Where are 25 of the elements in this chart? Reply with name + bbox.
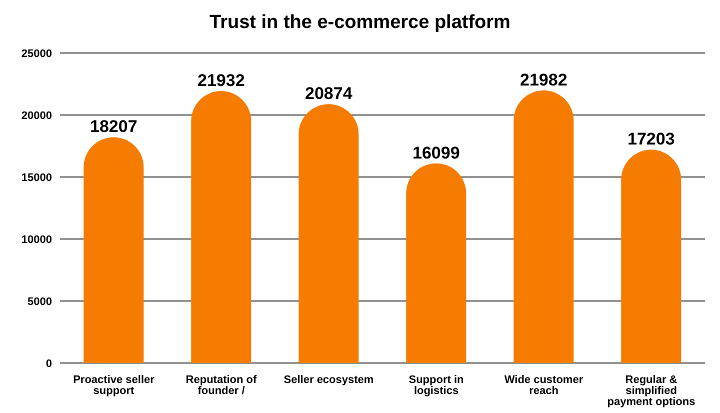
x-tick-label: Proactive seller support — [73, 374, 156, 397]
x-tick-label: Support in logistics — [408, 374, 464, 397]
data-label: 21932 — [198, 71, 245, 90]
bar — [84, 137, 144, 363]
data-label: 17203 — [628, 130, 675, 149]
data-label: 21982 — [520, 70, 568, 90]
y-tick-label: 10000 — [21, 234, 52, 246]
y-tick-label: 20000 — [21, 110, 52, 122]
data-label: 18207 — [90, 117, 138, 136]
chart-title: Trust in the e-commerce platform — [208, 11, 512, 35]
x-tick-label: Regular & simplified payment options — [607, 374, 696, 408]
y-tick-label: 25000 — [21, 48, 52, 60]
y-tick-label: 15000 — [21, 172, 52, 184]
x-tick-label: Wide customer reach — [504, 374, 584, 397]
bar — [621, 150, 682, 363]
bar — [298, 104, 359, 363]
bar — [191, 91, 252, 363]
y-tick-label: 0 — [46, 358, 52, 370]
x-tick-label: Reputation of founder / — [186, 374, 258, 397]
data-label: 20874 — [305, 84, 353, 104]
bar — [514, 90, 574, 363]
bar — [406, 163, 466, 363]
data-label: 16099 — [412, 143, 460, 162]
x-tick-label: Seller ecosystem — [284, 374, 374, 386]
y-tick-label: 5000 — [28, 296, 52, 308]
